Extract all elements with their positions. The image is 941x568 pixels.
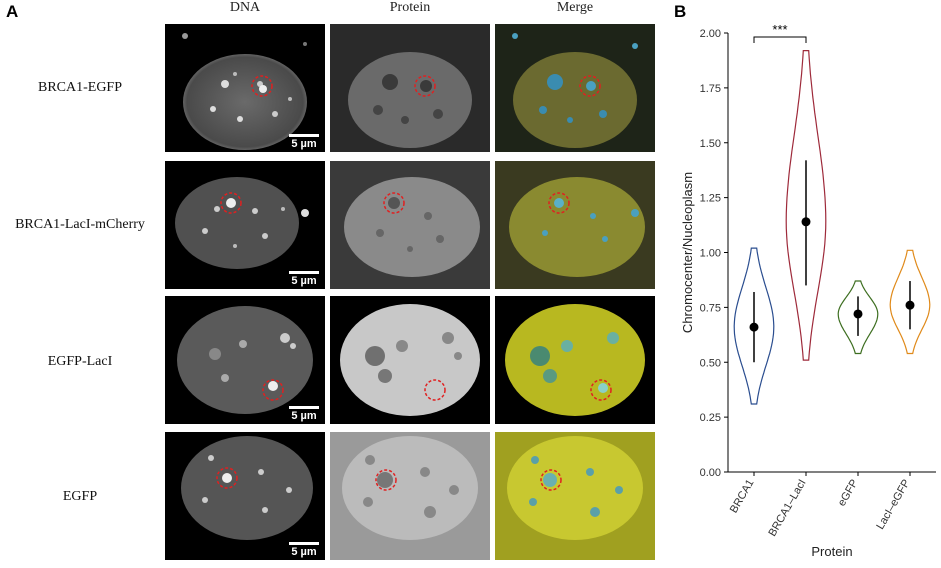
y-tick-label: 0.75 xyxy=(700,302,721,314)
micrograph-egfp-laci-merge xyxy=(495,296,655,424)
row-label-brca1-laci-mcherry: BRCA1-LacI-mCherry xyxy=(15,217,145,232)
micrograph-egfp-laci-dna: 5 µm xyxy=(165,296,325,424)
y-axis-title: Chromocenter/Nucleoplasm xyxy=(680,172,695,333)
significance-label: *** xyxy=(772,22,787,37)
column-header-merge: Merge xyxy=(556,0,594,15)
row-label-egfp-laci: EGFP-LacI xyxy=(47,354,113,369)
mean-point xyxy=(905,300,915,310)
y-tick-label: 1.50 xyxy=(700,138,721,150)
mean-point xyxy=(801,217,811,227)
violin-egfp xyxy=(837,280,879,355)
row-label-egfp: EGFP xyxy=(62,489,98,504)
y-tick-label: 1.75 xyxy=(700,83,721,95)
column-header-dna: DNA xyxy=(229,0,261,15)
y-tick-label: 2.00 xyxy=(700,28,721,40)
scalebar: 5 µm xyxy=(287,271,321,287)
significance-bracket xyxy=(753,36,807,43)
x-tick-label: LacI–eGFP xyxy=(874,478,912,532)
x-tick-label: BRCA1–LacI xyxy=(766,478,808,539)
x-axis-title: Protein xyxy=(811,544,852,559)
violin-brca1 xyxy=(733,247,775,405)
x-tick-label: BRCA1 xyxy=(728,478,757,516)
x-tick-label: eGFP xyxy=(836,478,861,509)
column-header-protein: Protein xyxy=(389,0,431,15)
y-tick-label: 1.00 xyxy=(700,248,721,260)
scalebar: 5 µm xyxy=(287,542,321,558)
mean-point xyxy=(749,322,759,332)
panel-b-letter: B xyxy=(674,2,687,21)
panel-a-letter: A xyxy=(6,2,19,21)
micrograph-brca1-laci-mcherry-dna: 5 µm xyxy=(165,161,325,289)
micrograph-egfp-laci-protein xyxy=(330,296,490,424)
micrograph-egfp-protein xyxy=(330,432,490,560)
micrograph-brca1-laci-mcherry-merge xyxy=(495,161,655,289)
micrograph-brca1-egfp-protein xyxy=(330,24,490,152)
micrograph-brca1-egfp-dna: 5 µm xyxy=(165,24,325,152)
y-tick-label: 0.00 xyxy=(700,467,721,479)
row-label-brca1-egfp: BRCA1-EGFP xyxy=(37,80,123,95)
micrograph-egfp-dna: 5 µm xyxy=(165,432,325,560)
y-tick-label: 1.25 xyxy=(700,193,721,205)
micrograph-brca1-egfp-merge xyxy=(495,24,655,152)
micrograph-egfp-merge xyxy=(495,432,655,560)
scalebar: 5 µm xyxy=(287,406,321,422)
violin-brca1-laci xyxy=(785,50,827,361)
micrograph-brca1-laci-mcherry-protein xyxy=(330,161,490,289)
mean-point xyxy=(853,309,863,319)
violin-laci-egfp xyxy=(889,249,931,355)
violin-chart: 0.00 0.25 0.50 0.75 1.00 1.25 1.50 1.75 2.00 BRCA… xyxy=(640,0,941,563)
y-tick-label: 0.25 xyxy=(700,412,721,424)
y-tick-label: 0.50 xyxy=(700,357,721,369)
scalebar: 5 µm xyxy=(287,134,321,150)
